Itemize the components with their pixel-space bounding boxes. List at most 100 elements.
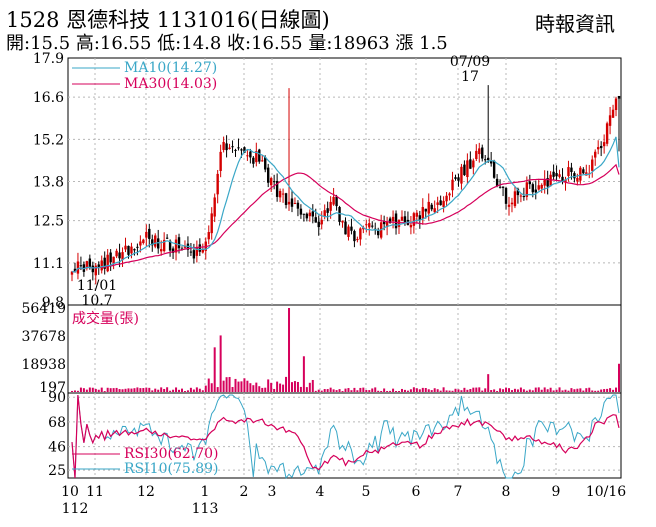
volume-bar [573, 389, 576, 392]
candle-body [305, 213, 309, 219]
volume-bar [430, 390, 433, 392]
volume-bar [213, 347, 216, 392]
candle-body [469, 159, 472, 169]
candle-body [436, 202, 439, 205]
volume-bar [377, 390, 380, 392]
rsi10-line [71, 394, 620, 480]
volume-bar [115, 387, 118, 392]
volume-bar [195, 387, 198, 392]
volume-bar [273, 388, 276, 392]
candle-body [299, 208, 303, 215]
volume-bar [124, 388, 127, 392]
volume-bar [222, 380, 225, 392]
candle-body [278, 190, 282, 198]
volume-bar [246, 380, 249, 392]
volume-bar [157, 389, 160, 392]
volume-bar [552, 390, 555, 392]
volume-bar [442, 387, 445, 392]
candle-body [157, 238, 160, 249]
candle-body [481, 147, 484, 159]
candle-body [570, 167, 573, 173]
volume-tick-label: 197 [39, 380, 66, 396]
volume-bar [567, 390, 570, 392]
volume-bar [109, 388, 112, 392]
volume-bar [469, 388, 472, 392]
candle-body [463, 164, 466, 176]
candle-body [88, 258, 92, 267]
volume-bar [91, 387, 94, 392]
candle-body [171, 248, 175, 253]
candle-body [614, 98, 618, 111]
candle-body [478, 148, 481, 155]
candle-body [397, 220, 401, 227]
candle-body [162, 239, 166, 252]
volume-bar [522, 389, 525, 392]
volume-bar [356, 390, 359, 392]
x-tick-label: 6 [412, 484, 421, 500]
candle-body [252, 157, 255, 164]
candle-body [231, 146, 234, 148]
volume-bar [118, 389, 121, 392]
candle-body [522, 195, 526, 198]
candle-body [213, 197, 216, 217]
candle-body [513, 191, 517, 207]
legend-label: RSI10(75.89) [124, 461, 218, 477]
volume-bar [112, 388, 115, 392]
candle-body [228, 147, 231, 149]
volume-bar [549, 387, 552, 392]
volume-bar [255, 382, 258, 392]
candle-body [394, 213, 398, 229]
volume-bar [350, 390, 353, 392]
candle-body [498, 186, 502, 188]
volume-bar [302, 356, 305, 392]
candle-body [207, 232, 210, 240]
volume-bar [88, 387, 91, 392]
candle-body [573, 173, 576, 179]
candle-body [403, 216, 407, 223]
volume-bar [400, 388, 403, 392]
volume-bar [558, 387, 561, 392]
volume-bar [368, 390, 371, 392]
volume-bar [341, 391, 344, 393]
volume-bar [561, 390, 564, 392]
annotation-label: 07/09 [450, 54, 490, 70]
candle-body [222, 141, 225, 150]
volume-bar [421, 387, 424, 392]
candle-body [115, 250, 118, 257]
volume-bar [314, 390, 317, 392]
candle-body [525, 182, 529, 197]
candle-body [507, 204, 511, 207]
candle-body [73, 268, 77, 273]
volume-bar [338, 389, 341, 392]
candle-body [317, 221, 320, 228]
candle-body [124, 245, 127, 250]
volume-bar [537, 387, 540, 392]
volume-bar [100, 387, 103, 392]
volume-bar [320, 390, 323, 392]
candle-body [385, 221, 389, 227]
volume-bar [219, 335, 222, 392]
volume-bar [243, 378, 246, 392]
x-tick-label: 8 [502, 484, 511, 500]
candle-body [127, 245, 130, 255]
candle-body [216, 173, 219, 195]
candle-body [168, 240, 172, 251]
candle-body [495, 178, 499, 186]
volume-bar [591, 390, 594, 392]
brand-label: 時報資訊 [535, 12, 615, 36]
volume-bar [481, 390, 484, 392]
candle-body [418, 215, 422, 221]
volume-bar [600, 389, 603, 392]
volume-bar [454, 388, 457, 392]
volume-bar [130, 388, 133, 392]
candle-body [546, 178, 549, 187]
price-tick-label: 17.9 [33, 51, 64, 67]
volume-bar [258, 386, 261, 392]
volume-bar [457, 389, 460, 392]
x-tick-label: 12 [137, 484, 155, 500]
candle-body [332, 196, 335, 205]
candle-body [445, 195, 448, 202]
volume-bar [163, 388, 166, 392]
volume-bar [615, 387, 618, 392]
candle-body [510, 202, 514, 205]
